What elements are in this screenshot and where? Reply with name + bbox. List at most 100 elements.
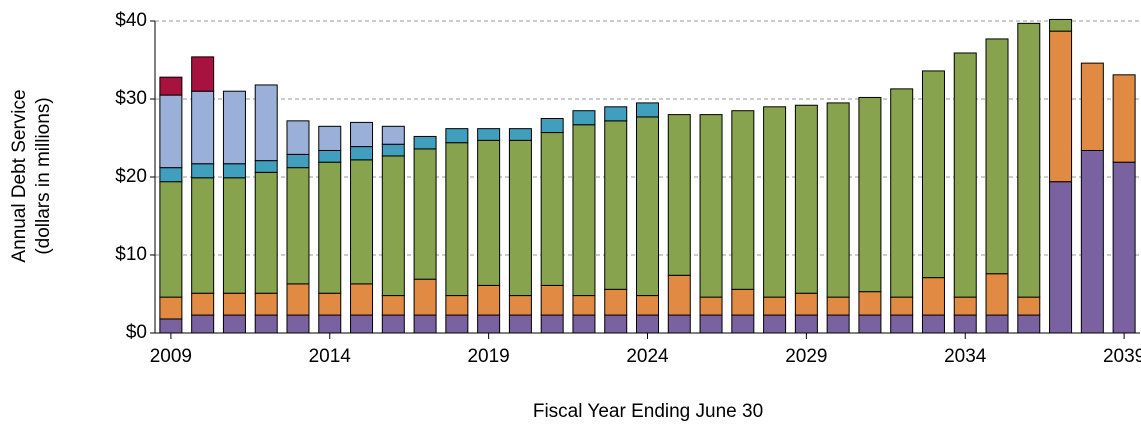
bar-segment	[667, 114, 691, 276]
bar-segment	[858, 291, 882, 316]
bar-segment	[826, 314, 850, 334]
bar-segment	[381, 125, 405, 145]
bar-segment	[159, 318, 183, 334]
bar-segment	[1112, 161, 1136, 334]
bar-segment	[286, 283, 310, 316]
bar-segment	[222, 163, 246, 179]
y-tick-label: $30	[115, 88, 147, 109]
bar-segment	[445, 295, 469, 316]
bar-segment	[604, 106, 628, 122]
bar-segment	[318, 161, 342, 294]
bar-segment	[191, 314, 215, 334]
bar-segment	[159, 296, 183, 320]
bar-segment	[381, 295, 405, 316]
y-tick-label: $20	[115, 166, 147, 187]
bar-segment	[1080, 149, 1104, 334]
bar-segment	[413, 278, 437, 316]
bar-segment	[508, 295, 532, 316]
bar-segment	[445, 314, 469, 334]
bar-segment	[636, 295, 659, 316]
bar-segment	[1017, 314, 1041, 334]
bar-segment	[318, 125, 342, 151]
bar-segment	[604, 288, 628, 316]
bar-segment	[445, 142, 469, 297]
bar-segment	[636, 314, 659, 334]
x-tick-label: 2019	[467, 346, 509, 367]
bar-segment	[667, 274, 691, 316]
x-tick-label: 2039	[1103, 346, 1141, 367]
bar-segment	[508, 314, 532, 334]
bar-segment	[1017, 22, 1041, 298]
bar-segment	[350, 159, 374, 285]
bar-segment	[381, 143, 405, 157]
bar-segment	[763, 296, 787, 316]
y-axis-title: (dollars in millions)	[33, 97, 54, 254]
bar-segment	[508, 128, 532, 141]
bar-segment	[318, 292, 342, 316]
bar-segment	[350, 314, 374, 334]
bar-segment	[477, 314, 501, 334]
bar-segment	[1049, 18, 1073, 32]
bar-segment	[858, 96, 882, 293]
bar-segment	[413, 314, 437, 334]
bar-segment	[731, 314, 755, 334]
bar-segment	[540, 118, 564, 134]
y-tick-label: $0	[126, 322, 147, 343]
bar-segment	[890, 296, 914, 316]
bar-segment	[604, 120, 628, 290]
bar-segment	[413, 148, 437, 280]
x-axis-title: Fiscal Year Ending June 30	[533, 401, 763, 422]
bar-segment	[318, 149, 342, 163]
bar-segment	[572, 124, 596, 297]
x-tick-label: 2024	[626, 346, 669, 367]
bar-segment	[667, 314, 691, 334]
bar-segment	[921, 314, 945, 334]
bar-segment	[254, 84, 278, 162]
bar-segment	[636, 102, 659, 118]
x-tick-label: 2034	[944, 346, 987, 367]
y-tick-label: $40	[115, 10, 147, 31]
bar-segment	[191, 177, 215, 294]
bar-segment	[890, 88, 914, 298]
bar-segment	[572, 314, 596, 334]
bar-segment	[286, 314, 310, 334]
bar-segment	[858, 314, 882, 334]
bar-segment	[1112, 74, 1136, 163]
bar-segment	[350, 121, 374, 148]
bar-segment	[477, 284, 501, 316]
bar-segment	[826, 102, 850, 298]
bar-segment	[763, 314, 787, 334]
bar-segment	[222, 314, 246, 334]
bar-segment	[1049, 30, 1073, 183]
bar-segment	[1080, 62, 1104, 151]
bar-segment	[953, 52, 977, 298]
bar-segment	[222, 292, 246, 316]
bar-segment	[985, 273, 1009, 316]
bar-segment	[826, 296, 850, 316]
bar-segment	[890, 314, 914, 334]
bar-segment	[540, 314, 564, 334]
bar-segment	[286, 153, 310, 169]
bar-segment	[159, 167, 183, 183]
bar-segment	[699, 314, 723, 334]
bar-segment	[604, 314, 628, 334]
bar-segment	[921, 277, 945, 316]
bar-segment	[763, 106, 787, 298]
bar-segment	[794, 292, 818, 316]
bar-segment	[794, 104, 818, 294]
bar-segment	[953, 314, 977, 334]
bar-segment	[985, 38, 1009, 275]
bar-segment	[191, 163, 215, 179]
bar-segment	[445, 128, 469, 144]
bar-segment	[1049, 181, 1073, 334]
bar-segment	[222, 90, 246, 165]
bar-segment	[191, 292, 215, 316]
bar-segment	[540, 284, 564, 316]
bar-segment	[222, 177, 246, 294]
bar-segment	[381, 314, 405, 334]
bar-segment	[254, 171, 278, 294]
bar-segment	[381, 155, 405, 297]
bar-segment	[731, 288, 755, 316]
bar-segment	[350, 146, 374, 161]
bar-segment	[508, 139, 532, 297]
